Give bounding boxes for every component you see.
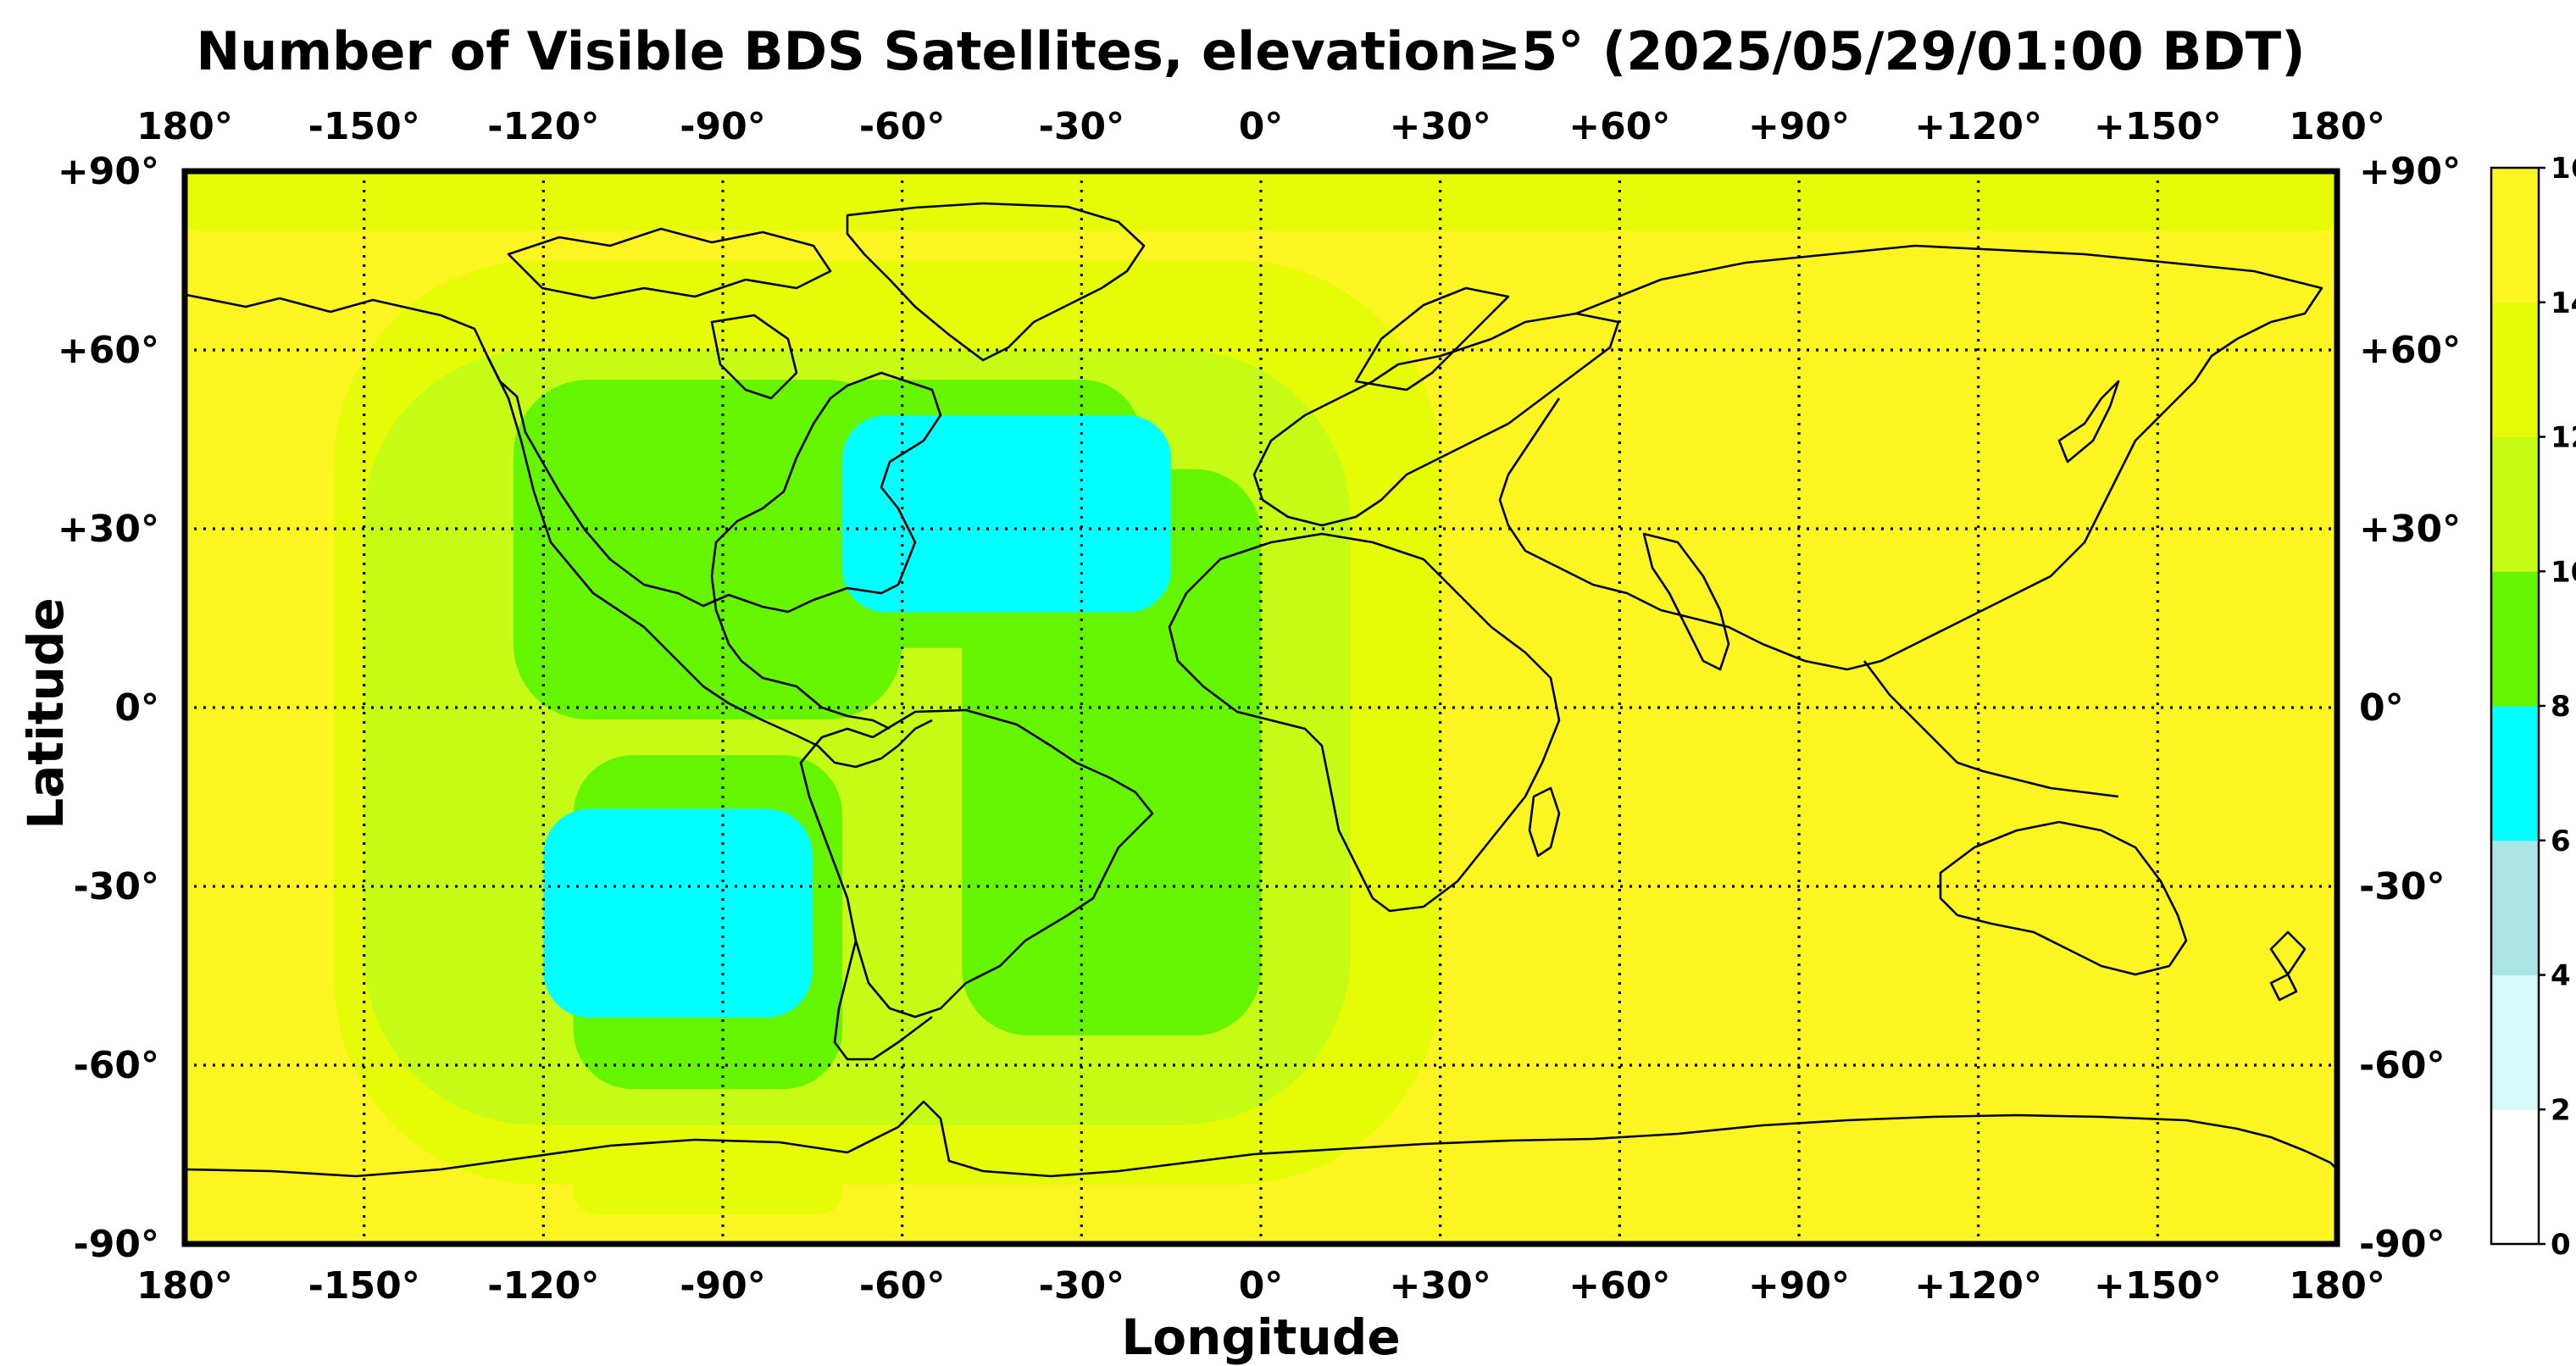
colorbar-tick-label: 8 (2551, 690, 2571, 724)
colorbar-tick-label: 6 (2551, 825, 2571, 858)
colorbar-segment (2491, 840, 2539, 975)
latitude-tick-label: +90° (58, 150, 159, 193)
latitude-tick-label: +30° (58, 508, 159, 551)
coast-central-america (817, 719, 933, 769)
colorbar-tick-label: 12 (2551, 421, 2576, 455)
latitude-tick-label: -90° (2359, 1223, 2446, 1266)
latitude-ticks-right: +90° +60° +30° 0° -30° -60° -90° (2359, 150, 2461, 1266)
coast-antarctica (184, 1100, 2340, 1178)
coast-asia (1498, 244, 2323, 671)
longitude-tick-label: 0° (1239, 105, 1284, 148)
colorbar-tick-label: 2 (2551, 1093, 2571, 1127)
coast-africa (1168, 532, 1561, 913)
longitude-ticks-bottom: 180° -150° -120° -90° -60° -30° 0° +30° +60° +90°… (136, 1264, 2385, 1308)
x-axis-label: Longitude (1121, 1308, 1400, 1366)
longitude-tick-label: +90° (1748, 1264, 1850, 1308)
colorbar-segment (2491, 571, 2539, 707)
latitude-tick-label: 0° (2359, 686, 2404, 730)
latitude-tick-label: 0° (114, 686, 159, 730)
longitude-tick-label: +30° (1390, 1264, 1491, 1308)
longitude-tick-label: +120° (1914, 105, 2042, 148)
colorbar-tick-label: 14 (2551, 286, 2576, 320)
longitude-tick-label: +60° (1568, 105, 1670, 148)
coast-canadian-arctic (507, 227, 832, 300)
longitude-tick-label: -90° (680, 105, 766, 148)
longitude-tick-label: -90° (680, 1264, 766, 1308)
field-region (543, 808, 813, 1018)
y-axis-label: Latitude (17, 597, 75, 830)
chart-title: Number of Visible BDS Satellites, elevat… (196, 20, 2305, 82)
coast-patagonia (833, 940, 933, 1061)
colorbar-tick-label: 10 (2551, 555, 2576, 589)
longitude-tick-label: 180° (2289, 105, 2385, 148)
latitude-tick-label: +30° (2359, 508, 2461, 551)
latitude-tick-label: -30° (2359, 865, 2446, 908)
colorbar-segment (2491, 1109, 2539, 1245)
longitude-ticks-top: 180° -150° -120° -90° -60° -30° 0° +30° +60° +90°… (136, 105, 2385, 148)
latitude-tick-label: +60° (2359, 329, 2461, 372)
longitude-tick-label: +150° (2094, 1264, 2222, 1308)
map-area (181, 168, 2340, 1247)
coast-japan (2057, 380, 2120, 464)
colorbar-ticks: 0 2 4 6 8 10 12 14 16 (2539, 152, 2576, 1262)
latitude-tick-label: -90° (74, 1223, 160, 1266)
colorbar-segment (2491, 168, 2539, 303)
longitude-tick-label: +90° (1748, 105, 1850, 148)
colorbar-tick-label: 16 (2551, 152, 2576, 186)
colorbar-segment (2491, 975, 2539, 1110)
colorbar (2490, 166, 2540, 1246)
latitude-tick-label: -30° (74, 865, 160, 908)
field-region (842, 415, 1172, 613)
longitude-tick-label: -60° (859, 1264, 946, 1308)
longitude-tick-label: -150° (308, 1264, 420, 1308)
colorbar-tick-label: 4 (2551, 959, 2571, 993)
field-region (514, 380, 902, 720)
longitude-tick-label: +120° (1914, 1264, 2042, 1308)
colorbar-tick-label: 0 (2551, 1228, 2571, 1262)
latitude-tick-label: -60° (74, 1044, 160, 1087)
latitude-ticks-left: +90° +60° +30° 0° -30° -60° -90° (58, 150, 159, 1266)
coast-australia (1939, 820, 2188, 976)
coast-north-america (186, 293, 942, 730)
map-frame (181, 168, 2340, 1247)
graticule (185, 171, 2337, 1244)
coast-new-zealand (2269, 930, 2307, 1002)
coast-hudson-bay (710, 314, 798, 400)
coast-north-america-west (486, 355, 819, 747)
coast-greenland (846, 202, 1146, 362)
coast-india (1642, 532, 1730, 671)
colorbar-segment (2491, 436, 2539, 572)
longitude-tick-label: 180° (2289, 1264, 2385, 1308)
coastlines (184, 202, 2340, 1178)
longitude-tick-label: -60° (859, 105, 946, 148)
coast-madagascar (1528, 786, 1561, 858)
latitude-tick-label: +60° (58, 329, 159, 372)
longitude-tick-label: -120° (487, 105, 599, 148)
latitude-tick-label: -60° (2359, 1044, 2446, 1087)
colorbar-segment (2491, 706, 2539, 841)
longitude-tick-label: -30° (1039, 1264, 1125, 1308)
field-region (573, 1113, 843, 1214)
longitude-tick-label: 180° (136, 1264, 233, 1308)
longitude-tick-label: -120° (487, 1264, 599, 1308)
latitude-tick-label: +90° (2359, 150, 2461, 193)
coast-south-america (799, 708, 1154, 1019)
longitude-tick-label: 0° (1239, 1264, 1284, 1308)
longitude-tick-label: +30° (1390, 105, 1491, 148)
colorbar-segment (2491, 302, 2539, 437)
coast-scandinavia (1354, 286, 1510, 391)
longitude-tick-label: 180° (136, 105, 233, 148)
longitude-tick-label: -30° (1039, 105, 1125, 148)
longitude-tick-label: +60° (1568, 1264, 1670, 1308)
longitude-tick-label: -150° (308, 105, 420, 148)
longitude-tick-label: +150° (2094, 105, 2222, 148)
